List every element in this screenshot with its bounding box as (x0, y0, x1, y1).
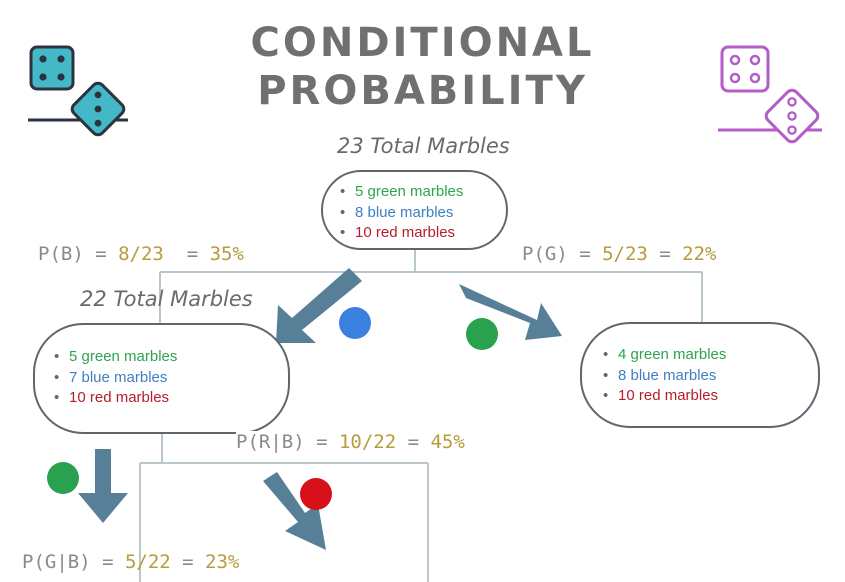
title-line-2: PROBABILITY (257, 68, 588, 114)
list-item: 10 red marbles (600, 386, 818, 407)
list-item: 10 red marbles (51, 388, 288, 409)
arrow-to-blue-branch (276, 268, 362, 343)
list-item: 4 green marbles (600, 345, 818, 366)
title-line-1: CONDITIONAL (250, 20, 595, 66)
prob-red-given-blue-formula: P(R|B) = 10/22 = 45% (236, 431, 465, 453)
prob-blue-formula: P(B) = 8/23 = 35% (38, 243, 244, 265)
root-marble-list: 5 green marbles 8 blue marbles 10 red ma… (337, 182, 506, 244)
list-item: 7 blue marbles (51, 368, 288, 389)
list-item: 10 red marbles (337, 223, 506, 244)
dice-icon (718, 45, 822, 144)
green-marble-dot (466, 318, 498, 350)
list-item: 8 blue marbles (337, 203, 506, 224)
list-item: 5 green marbles (51, 347, 288, 368)
arrow-to-green-given-blue (78, 449, 128, 523)
prob-green-formula: P(G) = 5/23 = 22% (522, 243, 717, 265)
blue-branch-marble-list: 5 green marbles 7 blue marbles 10 red ma… (51, 347, 288, 409)
root-marble-box: 5 green marbles 8 blue marbles 10 red ma… (321, 170, 508, 250)
red-marble-dot (300, 478, 332, 510)
prob-green-given-blue-formula: P(G|B) = 5/22 = 23% (22, 551, 240, 573)
dice-icon (28, 45, 128, 137)
green-branch-marble-box: 4 green marbles 8 blue marbles 10 red ma… (580, 322, 820, 428)
blue-branch-marble-box: 5 green marbles 7 blue marbles 10 red ma… (33, 323, 290, 434)
arrow-to-green-branch (459, 284, 562, 340)
list-item: 8 blue marbles (600, 366, 818, 387)
green-marble-dot (47, 462, 79, 494)
green-branch-marble-list: 4 green marbles 8 blue marbles 10 red ma… (600, 345, 818, 407)
blue-branch-total-label: 22 Total Marbles (80, 287, 253, 311)
arrow-to-red-given-blue (263, 472, 326, 550)
list-item: 5 green marbles (337, 182, 506, 203)
blue-marble-dot (339, 307, 371, 339)
root-total-label: 23 Total Marbles (337, 134, 510, 158)
